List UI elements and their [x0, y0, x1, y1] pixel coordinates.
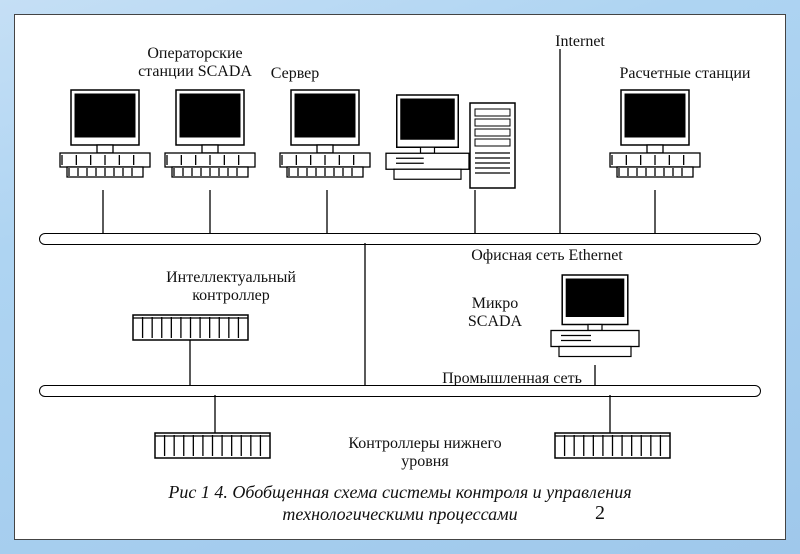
scada-ws-1-stand [97, 145, 113, 153]
micro-scada-stand [588, 325, 602, 331]
scada-ws-2-stand [202, 145, 218, 153]
micro-scada-case [551, 331, 639, 347]
scada-ws-2-screen [180, 94, 240, 137]
server-desk-screen [401, 99, 455, 139]
server-desk-kbd [394, 169, 461, 179]
micro-scada-kbd [559, 347, 631, 357]
tower-bay-0 [475, 109, 510, 116]
tower-bay-1 [475, 119, 510, 126]
server-desk-stand [421, 147, 435, 153]
diagram-panel: Internet Операторские станции SCADA Серв… [14, 14, 786, 540]
scada-ws-1-screen [75, 94, 135, 137]
diagram-stage: Internet Операторские станции SCADA Серв… [15, 15, 785, 539]
diagram-svg-layer [15, 15, 785, 539]
calc-ws-screen [625, 94, 685, 137]
server-ws-stand [317, 145, 333, 153]
tower-bay-3 [475, 139, 510, 146]
server-ws-screen [295, 94, 355, 137]
micro-scada-screen [566, 279, 624, 317]
tower-bay-2 [475, 129, 510, 136]
calc-ws-stand [647, 145, 663, 153]
server-desk-case [386, 153, 469, 169]
